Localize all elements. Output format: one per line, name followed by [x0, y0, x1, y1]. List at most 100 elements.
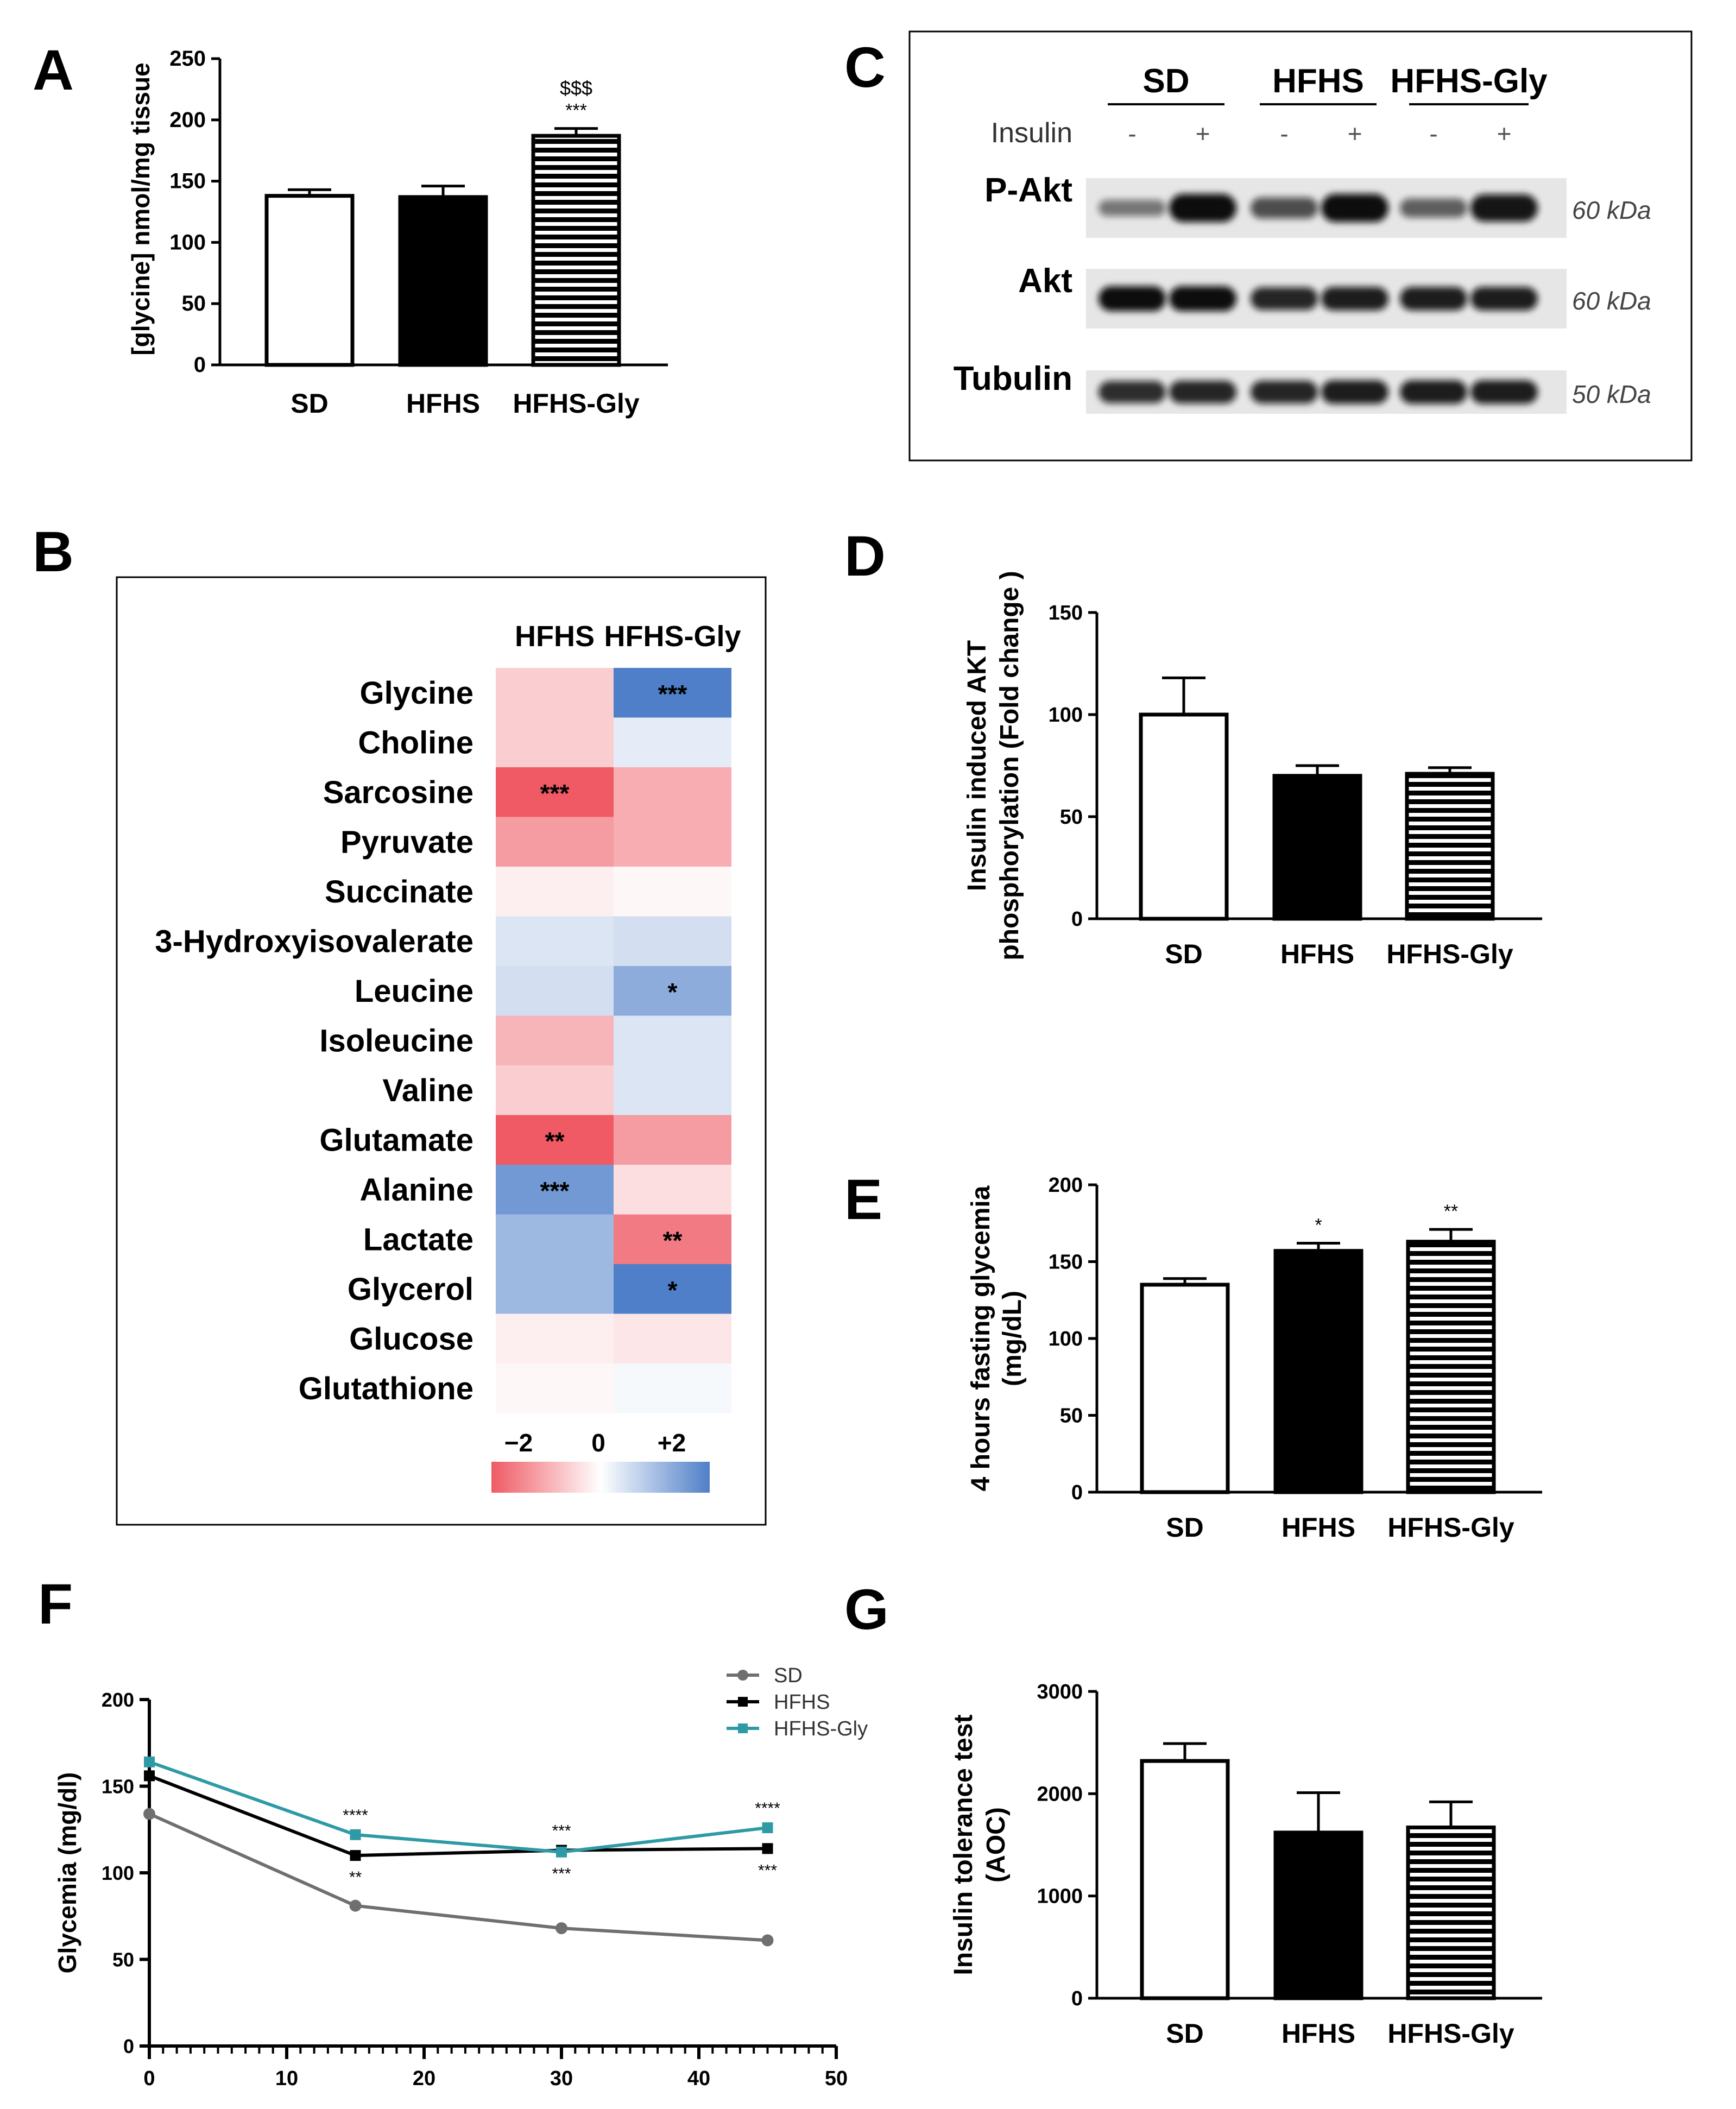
significance-label: ****	[755, 1799, 780, 1817]
blot-band	[1321, 287, 1388, 311]
panel-label-f: F	[38, 1573, 73, 1636]
blot-band	[1470, 194, 1538, 222]
legend-label: SD	[774, 1664, 803, 1687]
blot-size-label: 60 kDa	[1572, 287, 1651, 315]
data-point-hfhs-gly	[350, 1829, 361, 1840]
bar-hfhs	[1273, 1249, 1363, 1494]
panel-label-b: B	[33, 520, 74, 584]
x-tick-label: 20	[413, 2067, 435, 2090]
blot-band	[1099, 381, 1166, 403]
heatmap-cell	[614, 767, 731, 817]
heatmap-cell	[496, 817, 614, 867]
heatmap-cell	[614, 1214, 731, 1265]
heatmap-cell	[614, 1264, 731, 1314]
y-tick-label: 2000	[1037, 1783, 1083, 1805]
significance-label: **	[1444, 1201, 1458, 1222]
blot-band	[1321, 194, 1388, 222]
heatmap-cell	[496, 668, 614, 718]
blot-band	[1470, 287, 1538, 311]
bar-sd	[264, 194, 355, 367]
heatmap-cell	[496, 916, 614, 967]
bar-hfhs	[1272, 774, 1362, 921]
data-point-hfhs	[762, 1843, 773, 1854]
blot-band	[1321, 380, 1388, 404]
heatmap-row-label: Valine	[382, 1073, 474, 1108]
x-tick-label: SD	[1166, 2018, 1203, 2049]
bar-hfhs-gly	[1406, 1240, 1496, 1494]
heatmap-column-header: HFHS-Gly	[604, 620, 741, 653]
legend-marker	[738, 1723, 748, 1733]
blot-row-label: P-Akt	[984, 172, 1072, 209]
blot-band	[1169, 286, 1236, 311]
panel-d-akt-bar-chart: 0 50 100 150 Insulin induced AKT phosphorylat…	[963, 571, 1542, 969]
blot-band	[1099, 200, 1166, 216]
x-tick-label: 40	[687, 2067, 710, 2090]
heatmap-cell	[496, 1264, 614, 1314]
insulin-sign: -	[1280, 119, 1288, 148]
data-point-hfhs-gly	[762, 1822, 773, 1834]
blot-band	[1470, 380, 1538, 404]
significance-label: ***	[552, 1865, 571, 1883]
legend-label: HFHS	[774, 1691, 830, 1714]
heatmap-row-label: Glutamate	[319, 1122, 474, 1158]
heatmap-cell	[614, 1314, 731, 1364]
panel-label-c: C	[844, 36, 886, 99]
y-axis-label: Insulin tolerance test	[949, 1714, 978, 1975]
heatmap-row-label: Alanine	[360, 1172, 474, 1208]
blot-band	[1099, 286, 1166, 311]
series-line-hfhs-gly	[149, 1760, 768, 1854]
heatmap-significance: *	[668, 1276, 678, 1304]
blot-band	[1169, 381, 1236, 403]
y-tick-label: 150	[1049, 602, 1083, 624]
x-tick-label: HFHS	[1282, 2018, 1355, 2049]
panel-e-glycemia-bar-chart: 0 50 100 150 200 4 hours fasting glycemia (mg/…	[967, 1174, 1542, 1543]
blot-row-label: Tubulin	[954, 360, 1072, 397]
heatmap-cell	[496, 966, 614, 1016]
y-tick-label: 200	[102, 1689, 134, 1711]
bar-sd	[1140, 1759, 1230, 2000]
y-tick-label: 3000	[1037, 1681, 1083, 1703]
blot-group-label: HFHS	[1272, 62, 1364, 100]
data-point-hfhs	[144, 1770, 155, 1782]
y-tick-label: 1000	[1037, 1885, 1083, 1908]
bar-hfhs	[398, 195, 488, 367]
x-tick-label: HFHS-Gly	[1387, 1512, 1514, 1543]
heatmap-cell	[614, 1015, 731, 1066]
blot-band	[1400, 287, 1467, 311]
significance-label: ***	[565, 100, 587, 121]
heatmap-significance: ***	[658, 680, 687, 708]
heatmap-row-label: Pyruvate	[340, 824, 474, 860]
insulin-sign: +	[1348, 119, 1362, 148]
x-tick-label: 0	[143, 2067, 155, 2090]
y-tick-label: 50	[1060, 1405, 1083, 1428]
western-blot-frame	[908, 30, 1693, 462]
y-tick-label: 50	[1060, 806, 1083, 829]
significance-label: ****	[343, 1807, 368, 1824]
blot-size-label: 60 kDa	[1572, 196, 1651, 224]
heatmap-cell	[614, 1115, 731, 1165]
heatmap-cell	[496, 1214, 614, 1265]
x-tick-label: SD	[291, 388, 328, 419]
y-tick-label: 100	[102, 1862, 134, 1884]
heatmap-row-label: Sarcosine	[323, 775, 474, 810]
heatmap-row-label: Glycine	[359, 675, 474, 711]
blot-row-label: Akt	[1018, 262, 1072, 300]
significance-label-secondary: $$$	[560, 77, 592, 99]
y-tick-label: 50	[182, 292, 206, 315]
legend-label: HFHS-Gly	[774, 1717, 868, 1740]
y-tick-label: 150	[169, 169, 206, 193]
x-tick-label: SD	[1165, 939, 1202, 969]
insulin-sign: +	[1196, 119, 1210, 148]
y-tick-label: 0	[1071, 1481, 1083, 1504]
y-tick-label: 200	[169, 108, 206, 132]
y-axis-label: 4 hours fasting glycemia	[967, 1185, 995, 1491]
significance-label: **	[349, 1868, 362, 1886]
y-tick-label: 0	[1071, 1987, 1083, 2010]
blot-band	[1400, 198, 1467, 218]
heatmap-cell	[614, 1363, 731, 1413]
y-tick-label: 150	[102, 1776, 134, 1798]
heatmap-cell	[496, 767, 614, 817]
y-axis-label: phosphorylation (Fold change )	[995, 571, 1024, 960]
data-point-hfhs-gly	[144, 1756, 155, 1767]
